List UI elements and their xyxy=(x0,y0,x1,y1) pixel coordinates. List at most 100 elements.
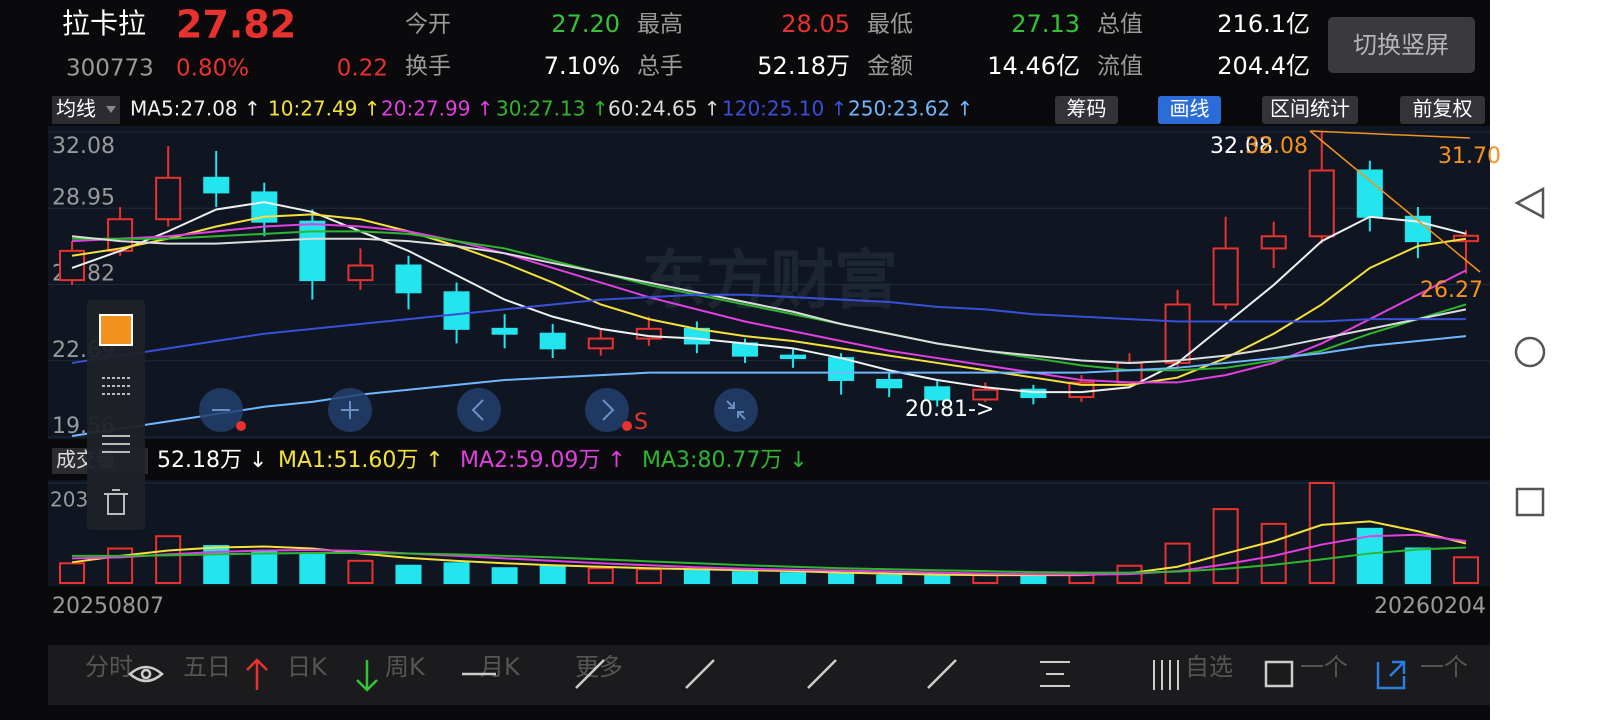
delete-icon[interactable] xyxy=(104,489,128,515)
candle-body xyxy=(1452,234,1479,243)
toolbar-label[interactable]: 周K xyxy=(385,653,426,681)
nav-icon xyxy=(341,401,359,419)
volume-bar xyxy=(1308,482,1335,584)
candle-body xyxy=(539,332,566,350)
price-annotation: 20.81-> xyxy=(905,397,994,422)
volume-bar xyxy=(107,547,134,584)
chart-button-label: 区间统计 xyxy=(1270,97,1350,121)
candle-body xyxy=(1164,303,1191,364)
y-tick-label: 32.08 xyxy=(52,134,115,159)
legend-entry: 30:27.13 ↑ xyxy=(496,97,609,121)
chart-button[interactable] xyxy=(1400,96,1485,124)
change-pct: 0.80% xyxy=(176,56,249,82)
ma-line xyxy=(71,293,1466,364)
ma-line xyxy=(71,335,1467,438)
share-icon[interactable] xyxy=(1376,660,1406,690)
draw-panel xyxy=(87,300,145,530)
volume-bar xyxy=(1212,508,1239,584)
up-arrow-icon[interactable] xyxy=(246,658,268,690)
nav-home[interactable] xyxy=(1514,336,1546,368)
volume-bar xyxy=(828,573,855,584)
candle-body xyxy=(1116,361,1143,384)
change: 0.22 xyxy=(337,56,388,82)
toolbar-label[interactable]: 一个 xyxy=(1300,653,1348,681)
legend-entry: MA1:51.60万 ↑ xyxy=(278,448,444,473)
price-annotation: 31.70 xyxy=(1438,144,1501,169)
toolbar-label[interactable]: 分时 xyxy=(85,653,133,681)
toolbar-label[interactable]: 自选 xyxy=(1185,653,1233,681)
ma-line xyxy=(71,235,1467,364)
candle-body xyxy=(780,354,807,360)
toolbar-label[interactable]: 月K xyxy=(480,653,521,681)
volume-bar xyxy=(539,564,566,584)
nav-icon xyxy=(471,399,484,421)
price-annotation: 32.08 xyxy=(1210,134,1273,159)
stat-label: 最低 xyxy=(867,12,913,38)
nav-circle[interactable] xyxy=(457,388,501,432)
candle-body xyxy=(1020,388,1047,399)
stat-label: 金额 xyxy=(867,54,913,80)
volume-bar xyxy=(635,568,662,585)
volume-bar xyxy=(491,567,518,585)
line-width[interactable] xyxy=(102,435,130,453)
nav-circle[interactable] xyxy=(714,388,758,432)
eye-icon[interactable] xyxy=(128,665,164,683)
down-arrow-icon[interactable] xyxy=(356,660,378,692)
stat-value: 52.18万 xyxy=(757,52,850,80)
ma-line xyxy=(71,201,1467,394)
candle-body xyxy=(972,388,999,401)
toolbar-label[interactable]: 一个 xyxy=(1420,653,1468,681)
switch-label: 切换竖屏 xyxy=(1353,31,1449,59)
toolbar-label[interactable]: 日K xyxy=(287,653,328,681)
fib-icon[interactable] xyxy=(1040,661,1070,687)
candle-body xyxy=(443,291,470,330)
volume-bar xyxy=(1020,574,1047,585)
legend-entry: 120:25.10 ↑ xyxy=(722,97,847,121)
stock-name: 拉卡拉 xyxy=(62,7,146,40)
chart-button[interactable] xyxy=(1262,96,1358,124)
indicator-box[interactable] xyxy=(52,96,120,124)
volume-bar xyxy=(587,567,614,585)
chart-button[interactable] xyxy=(1158,96,1221,124)
stat-value: 216.1亿 xyxy=(1217,10,1310,38)
candle-body xyxy=(924,386,951,401)
volume-bar xyxy=(443,562,470,585)
volume-bar xyxy=(780,572,807,584)
legend-entry: 10:27.49 ↑ xyxy=(268,97,381,121)
stat-value: 204.4亿 xyxy=(1217,52,1310,80)
nav-icon xyxy=(602,399,615,421)
ma-line xyxy=(72,230,1467,372)
candle-body xyxy=(876,378,903,389)
ma-line xyxy=(71,223,1467,384)
volume-bar xyxy=(1452,556,1479,585)
switch-button[interactable] xyxy=(1328,17,1475,73)
stat-value: 28.05 xyxy=(781,10,850,38)
candle-body xyxy=(828,357,855,381)
grid-icon[interactable] xyxy=(1153,660,1179,690)
system-nav xyxy=(1490,0,1600,720)
legend-entry: 60:24.65 ↑ xyxy=(608,97,721,121)
nav-back[interactable] xyxy=(1514,186,1545,220)
volume-bar xyxy=(251,549,278,584)
price-annotation: 26.27 xyxy=(1420,278,1483,303)
candle-body xyxy=(347,264,374,282)
chart-button[interactable] xyxy=(1055,96,1118,124)
candle-body xyxy=(1356,169,1383,218)
drawn-line xyxy=(1309,130,1481,273)
volume-bar xyxy=(299,552,326,585)
volume-bar xyxy=(683,569,710,585)
toolbar-label[interactable]: 五日 xyxy=(183,653,231,681)
candle-body xyxy=(491,327,518,335)
nav-recent[interactable] xyxy=(1515,487,1545,517)
stat-label: 流值 xyxy=(1097,54,1143,80)
line-tools[interactable] xyxy=(575,659,957,689)
stat-value: 14.46亿 xyxy=(987,52,1080,80)
rect-icon[interactable] xyxy=(1264,660,1294,688)
color-picker[interactable] xyxy=(99,314,133,346)
volume-bar xyxy=(924,575,951,585)
volume-bar xyxy=(395,564,422,584)
toolbar-label[interactable]: 更多 xyxy=(575,653,623,681)
nav-circle[interactable] xyxy=(585,388,629,432)
stat-value: 27.20 xyxy=(551,10,620,38)
